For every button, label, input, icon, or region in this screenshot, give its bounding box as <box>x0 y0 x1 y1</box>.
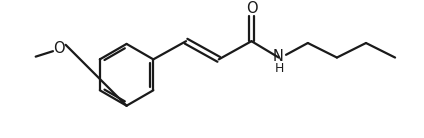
Text: O: O <box>245 1 257 16</box>
Text: O: O <box>53 41 65 56</box>
Text: N: N <box>272 49 283 64</box>
Text: H: H <box>275 62 285 75</box>
